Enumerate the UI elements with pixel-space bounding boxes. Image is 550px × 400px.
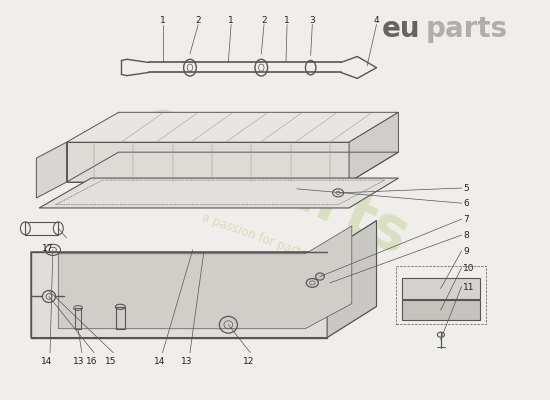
Text: 7: 7 — [463, 216, 469, 224]
Text: 6: 6 — [463, 200, 469, 208]
Polygon shape — [67, 142, 349, 182]
Bar — [402, 278, 480, 299]
Text: 11: 11 — [463, 283, 475, 292]
Bar — [402, 300, 480, 320]
Bar — [395, 266, 486, 324]
Polygon shape — [327, 221, 377, 338]
Text: 17: 17 — [42, 244, 53, 253]
Text: 13: 13 — [181, 357, 192, 366]
Ellipse shape — [316, 273, 324, 280]
Text: 16: 16 — [86, 357, 97, 366]
Text: 2: 2 — [195, 16, 201, 25]
Text: 1: 1 — [160, 16, 166, 25]
Text: eu: eu — [382, 15, 421, 43]
Bar — [25, 222, 58, 235]
Polygon shape — [67, 112, 398, 142]
Text: 12: 12 — [243, 357, 254, 366]
Text: a passion for parts since 1985: a passion for parts since 1985 — [200, 211, 372, 284]
Text: 8: 8 — [463, 231, 469, 240]
Polygon shape — [36, 142, 67, 198]
Text: 2: 2 — [261, 16, 267, 25]
Bar — [75, 308, 81, 329]
Polygon shape — [31, 221, 377, 338]
Bar — [116, 307, 125, 329]
Text: eu.parts: eu.parts — [131, 92, 419, 268]
Text: 3: 3 — [310, 16, 315, 25]
Text: 14: 14 — [41, 357, 52, 366]
Text: 15: 15 — [105, 357, 117, 366]
Polygon shape — [39, 178, 398, 208]
Polygon shape — [58, 226, 352, 329]
Text: 1: 1 — [284, 16, 290, 25]
Text: 10: 10 — [463, 264, 475, 273]
Text: parts: parts — [426, 15, 508, 43]
Text: 9: 9 — [463, 247, 469, 256]
Polygon shape — [349, 112, 398, 182]
Text: 1: 1 — [228, 16, 234, 25]
Text: 4: 4 — [373, 16, 380, 25]
Text: 5: 5 — [463, 184, 469, 193]
Text: 13: 13 — [73, 357, 84, 366]
Text: 14: 14 — [153, 357, 165, 366]
